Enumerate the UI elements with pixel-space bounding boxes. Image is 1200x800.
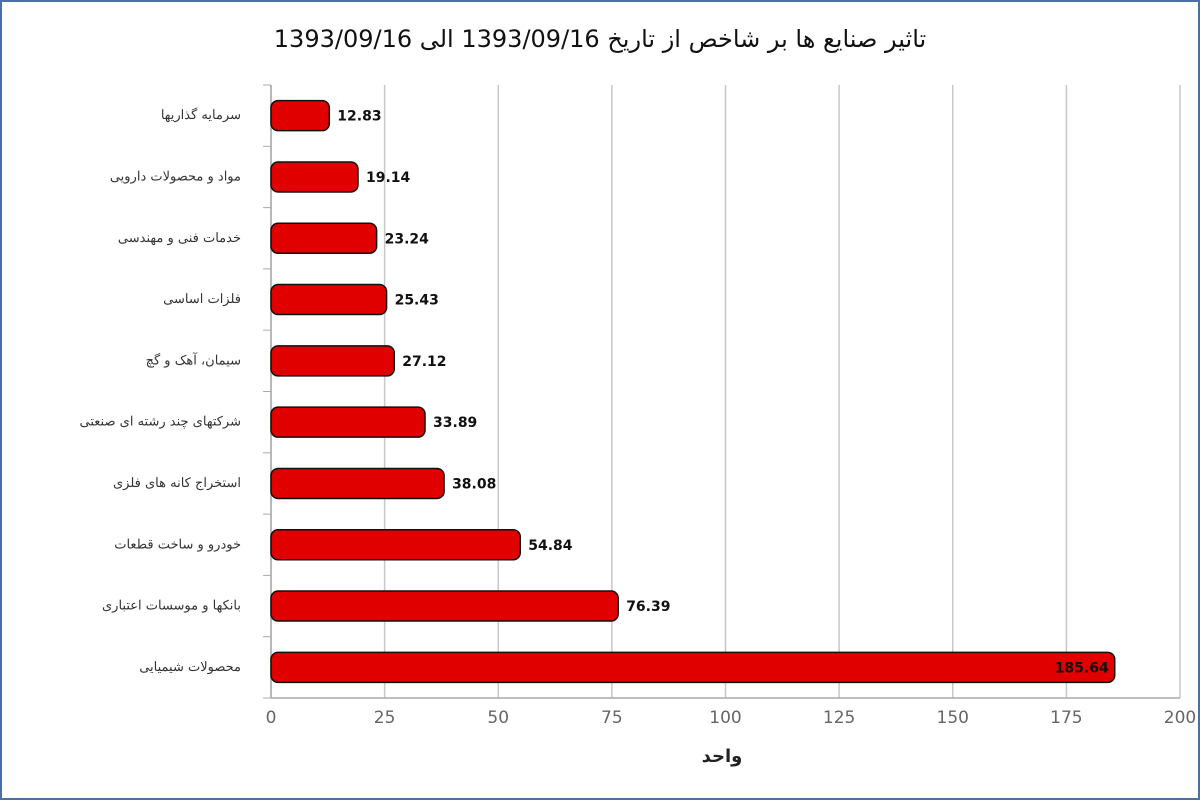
x-tick-label: 0 <box>266 708 277 728</box>
y-tick-label: استخراج کانه های فلزی <box>113 476 241 491</box>
x-tick-label: 175 <box>1050 708 1082 728</box>
bar <box>270 467 445 500</box>
y-tick-label: شرکتهای چند رشته ای صنعتی <box>80 415 241 430</box>
value-label: 38.08 <box>452 476 496 492</box>
value-label: 23.24 <box>385 231 430 247</box>
value-label: 27.12 <box>402 354 446 370</box>
bar <box>270 99 331 132</box>
x-tick-label: 200 <box>1164 708 1196 728</box>
y-tick-label: خدمات فنی و مهندسی <box>118 231 241 246</box>
y-tick-label: بانکها و موسسات اعتباری <box>102 599 241 614</box>
x-tick-label: 25 <box>374 708 396 728</box>
y-tick-label: فلزات اساسی <box>163 292 241 307</box>
value-label: 185.64 <box>1055 660 1109 676</box>
x-tick-label: 125 <box>823 708 855 728</box>
bar <box>270 222 378 254</box>
y-tick-label: محصولات شیمیایی <box>139 660 241 675</box>
value-label: 25.43 <box>395 293 439 309</box>
x-axis-title: واحد <box>702 746 743 767</box>
bar <box>270 161 359 193</box>
y-tick-label: سیمان، آهک و گچ <box>146 351 241 368</box>
bar <box>270 406 426 438</box>
x-tick-label: 75 <box>601 708 623 728</box>
bar <box>270 651 1116 684</box>
bar <box>270 529 521 561</box>
y-tick-label: مواد و محصولات دارویی <box>110 169 241 184</box>
value-label: 12.83 <box>337 109 381 125</box>
y-tick-label: خودرو و ساخت قطعات <box>114 537 241 552</box>
bar <box>270 283 388 316</box>
x-tick-label: 150 <box>937 708 969 728</box>
bar <box>270 345 396 377</box>
value-label: 19.14 <box>366 170 411 186</box>
value-label: 54.84 <box>528 538 573 554</box>
x-tick-label: 100 <box>709 708 741 728</box>
y-tick-label: سرمایه گذاریها <box>161 107 241 123</box>
value-label: 76.39 <box>626 599 670 615</box>
chart-title: تاثیر صنایع ها بر شاخص از تاریخ 1393/09/… <box>274 25 926 53</box>
x-tick-label: 50 <box>487 708 509 728</box>
bar <box>270 590 619 622</box>
value-label: 33.89 <box>433 415 477 431</box>
